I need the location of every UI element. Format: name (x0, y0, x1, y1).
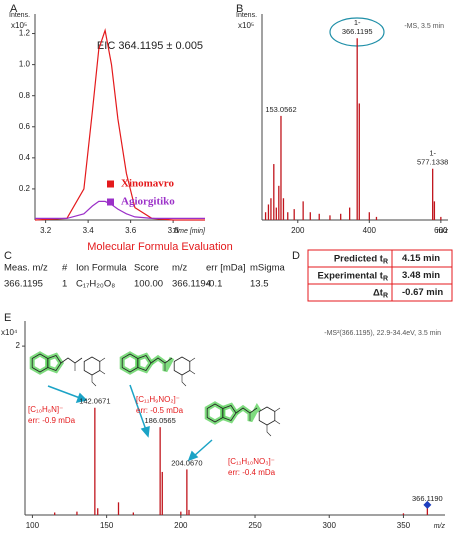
row-value: -0.67 min (402, 287, 443, 298)
series-line (34, 28, 205, 221)
table-header: mSigma (250, 263, 286, 274)
table-cell: -0.1 (206, 279, 222, 290)
panel-label: C (4, 250, 12, 262)
panel-label: B (236, 3, 243, 15)
row-label: Experimental tR (317, 270, 388, 282)
table-cell: 13.5 (250, 279, 269, 290)
panel-label: D (292, 250, 300, 262)
table-cell: 1 (62, 279, 67, 290)
x-axis-label: m/z (434, 523, 446, 530)
table-title: Molecular Formula Evaluation (87, 241, 233, 253)
table-header: Ion Formula (76, 263, 127, 274)
retention-table (307, 249, 453, 302)
subtitle: -MS²(366.1195), 22.9-34.4eV, 3.5 min (324, 330, 441, 337)
y-axis-unit: x10⁴ (1, 328, 18, 337)
x-tick-label: 200 (174, 521, 188, 530)
label-subscript: R (383, 275, 388, 282)
x-tick-label: 3.2 (40, 226, 52, 235)
x-tick-label: 3.6 (125, 226, 137, 235)
molecule (119, 351, 196, 387)
x-tick-label: 200 (291, 226, 305, 235)
label-text: Predicted t (334, 253, 384, 264)
x-tick-label: 400 (363, 226, 377, 235)
precursor-marker (423, 500, 432, 509)
table-header: # (62, 263, 68, 274)
legend-swatch (107, 180, 114, 188)
y-tick-label: 0.2 (19, 184, 31, 193)
x-tick-label: 150 (100, 521, 114, 530)
x-tick-label: 3.4 (83, 226, 95, 235)
y-tick-label: 0.4 (19, 153, 31, 162)
y-axis-label: Intens. (9, 12, 30, 19)
legend-label: Agiorgitiko (121, 196, 175, 208)
table-header: Score (134, 263, 159, 274)
y-tick-label: 0.8 (19, 91, 31, 100)
table-cell: 100.00 (134, 279, 163, 290)
fragment-formula: [C₁₁H₉NO₂]⁻ (136, 395, 180, 404)
subtitle: -MS, 3.5 min (404, 23, 444, 30)
panel-label: E (4, 312, 11, 324)
label-subscript: R (383, 258, 388, 265)
x-tick-label: 600 (434, 226, 448, 235)
y-tick-label: 2 (16, 341, 21, 350)
label-text: Experimental t (317, 270, 383, 281)
y-axis-unit: x10⁵ (238, 21, 254, 30)
formula-table: Meas. m/z # Ion Formula Score m/z err [mDa] mS… (4, 263, 286, 290)
table-cell: C₁₇H₂₀O₈ (76, 279, 115, 290)
row-value: 3.48 min (402, 270, 440, 281)
peak-label: 366.1190 (412, 494, 443, 503)
fragment-formula: [C₁₁H₁₀NO₃]⁻ (228, 457, 275, 466)
x-axis-label: Time [min] (172, 228, 206, 235)
peak-label: 204.0670 (171, 458, 202, 467)
peak-label: 142.0671 (79, 397, 110, 406)
fragment-error: err: -0.9 mDa (28, 416, 76, 425)
table-cell: 366.1195 (4, 279, 43, 290)
y-tick-label: 0.6 (19, 122, 31, 131)
peak-label: 577.1338 (417, 158, 448, 167)
x-axis-label: m/z (437, 228, 449, 235)
y-axis-label: Intens. (236, 12, 257, 19)
table-cell: 366.1194 (172, 279, 211, 290)
table-header: err [mDa] (206, 263, 246, 274)
y-tick-label: 1.0 (19, 60, 31, 69)
peak-label: 186.0565 (144, 416, 175, 425)
peak-label: 366.1195 (342, 27, 373, 36)
x-tick-label: 300 (323, 521, 337, 530)
label-subscript: R (383, 292, 388, 299)
panel-label: A (10, 3, 18, 15)
series-line (35, 200, 205, 219)
row-label: ΔtR (373, 287, 388, 299)
fragment-error: err: -0.5 mDa (136, 406, 184, 415)
fragment-error: err: -0.4 mDa (228, 468, 276, 477)
fragment-formula: [C₁₀H₈N]⁻ (28, 405, 63, 414)
legend-swatch (107, 198, 114, 206)
annotation: EIC 364.1195 ± 0.005 (97, 40, 203, 52)
table-header: m/z (172, 263, 188, 274)
table-header: Meas. m/z (4, 263, 48, 274)
charge-label: 1- (429, 149, 436, 158)
row-value: 4.15 min (402, 253, 440, 264)
x-tick-label: 3.8 (168, 226, 180, 235)
x-tick-label: 350 (397, 521, 411, 530)
y-axis-unit: x10⁵ (11, 21, 27, 30)
charge-label: 1- (354, 18, 361, 27)
peak-label: 153.0562 (265, 105, 296, 114)
x-tick-label: 100 (26, 521, 40, 530)
x-tick-label: 250 (248, 521, 262, 530)
row-label: Predicted tR (334, 253, 388, 265)
y-tick-label: 1.2 (19, 29, 31, 38)
legend-label: Xinomavro (121, 178, 174, 190)
molecule (29, 351, 106, 387)
arrows (47, 384, 213, 462)
molecule (204, 401, 281, 437)
label-text: Δt (373, 287, 384, 298)
